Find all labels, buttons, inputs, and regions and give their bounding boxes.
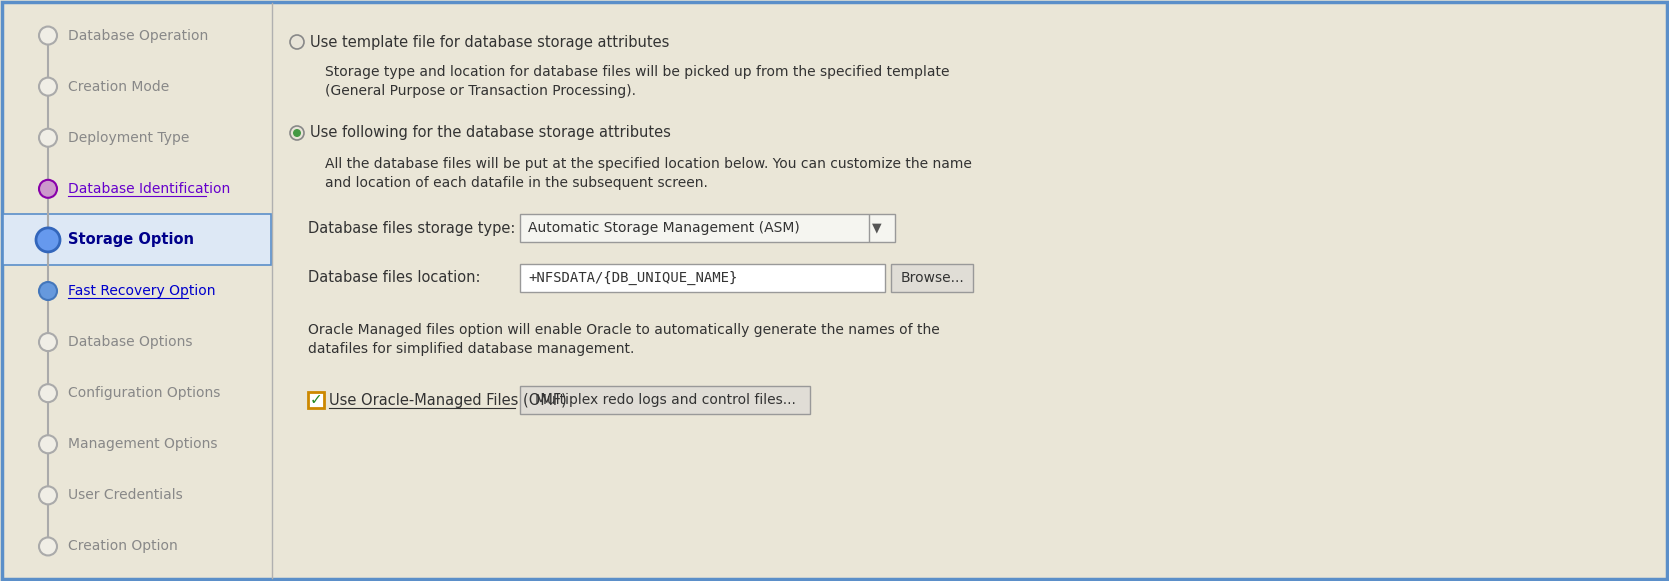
Text: +NFSDATA/{DB_UNIQUE_NAME}: +NFSDATA/{DB_UNIQUE_NAME}	[527, 271, 738, 285]
Circle shape	[38, 486, 57, 504]
Circle shape	[38, 180, 57, 198]
Circle shape	[290, 35, 304, 49]
Text: Oracle Managed files option will enable Oracle to automatically generate the nam: Oracle Managed files option will enable …	[309, 323, 940, 337]
Circle shape	[294, 129, 300, 137]
Bar	[891, 264, 973, 292]
Text: Storage Option: Storage Option	[68, 232, 194, 248]
Text: Storage type and location for database files will be picked up from the specifie: Storage type and location for database f…	[325, 65, 950, 79]
Circle shape	[290, 126, 304, 140]
Text: Database files storage type:: Database files storage type:	[309, 221, 516, 235]
Bar	[521, 264, 885, 292]
Text: and location of each datafile in the subsequent screen.: and location of each datafile in the sub…	[325, 176, 708, 190]
Text: Automatic Storage Management (ASM): Automatic Storage Management (ASM)	[527, 221, 799, 235]
Circle shape	[38, 333, 57, 351]
Text: ✓: ✓	[310, 393, 322, 407]
Text: Database Options: Database Options	[68, 335, 192, 349]
Circle shape	[38, 282, 57, 300]
Circle shape	[37, 228, 60, 252]
Text: datafiles for simplified database management.: datafiles for simplified database manage…	[309, 342, 634, 356]
Text: Creation Option: Creation Option	[68, 539, 179, 554]
Bar	[3, 214, 270, 266]
Text: Use following for the database storage attributes: Use following for the database storage a…	[310, 125, 671, 141]
Circle shape	[38, 384, 57, 402]
Circle shape	[38, 27, 57, 45]
Text: Fast Recovery Option: Fast Recovery Option	[68, 284, 215, 298]
Text: Multiplex redo logs and control files...: Multiplex redo logs and control files...	[534, 393, 796, 407]
Circle shape	[38, 435, 57, 453]
Text: Deployment Type: Deployment Type	[68, 131, 189, 145]
Text: Management Options: Management Options	[68, 437, 217, 451]
Text: (General Purpose or Transaction Processing).: (General Purpose or Transaction Processi…	[325, 84, 636, 98]
Text: Creation Mode: Creation Mode	[68, 80, 169, 94]
Text: Use template file for database storage attributes: Use template file for database storage a…	[310, 34, 669, 49]
Text: All the database files will be put at the specified location below. You can cust: All the database files will be put at th…	[325, 157, 971, 171]
Text: Database Operation: Database Operation	[68, 28, 209, 42]
Bar	[521, 386, 809, 414]
Circle shape	[38, 78, 57, 96]
Text: ▼: ▼	[873, 221, 881, 235]
Text: User Credentials: User Credentials	[68, 489, 182, 503]
Text: Browse...: Browse...	[900, 271, 965, 285]
Bar	[309, 392, 324, 408]
Bar	[521, 214, 895, 242]
Text: Configuration Options: Configuration Options	[68, 386, 220, 400]
Circle shape	[38, 537, 57, 555]
Text: Database files location:: Database files location:	[309, 271, 481, 285]
Text: Database Identification: Database Identification	[68, 182, 230, 196]
Text: Use Oracle-Managed Files (OMF): Use Oracle-Managed Files (OMF)	[329, 393, 567, 407]
Circle shape	[38, 129, 57, 147]
